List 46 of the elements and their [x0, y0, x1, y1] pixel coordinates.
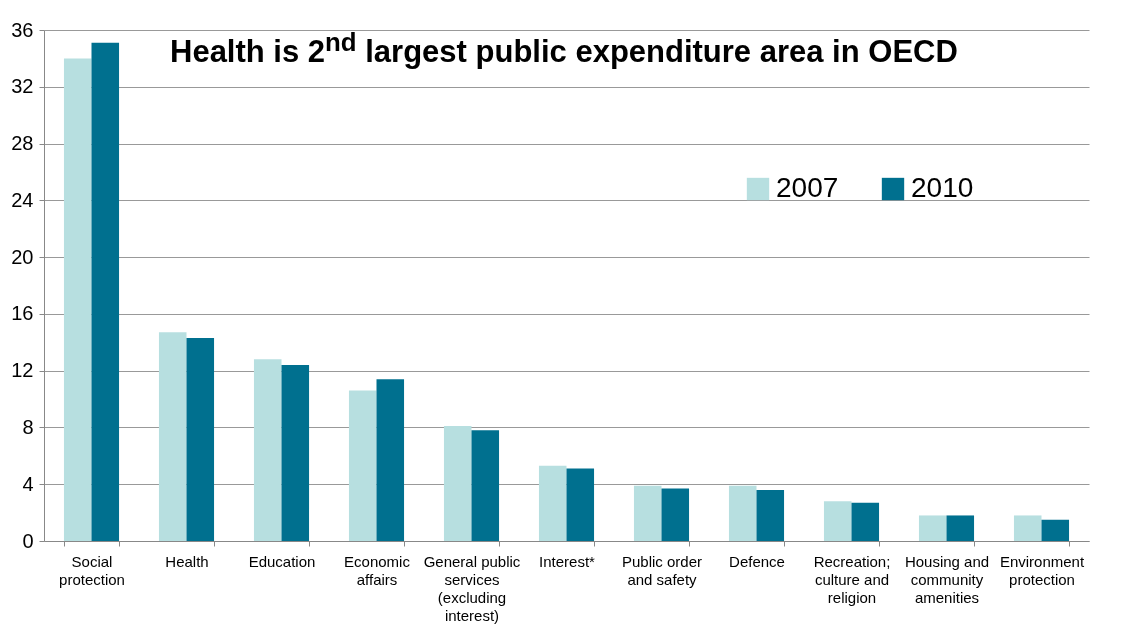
bar [918, 515, 947, 541]
legend-label: 2007 [776, 172, 839, 203]
x-tick-label: Defence [729, 552, 785, 570]
bar [281, 364, 310, 541]
bar [1013, 515, 1042, 541]
bar [538, 465, 567, 541]
y-tick-label: 16 [11, 302, 34, 325]
y-tick-label: 0 [22, 529, 34, 552]
bar [63, 58, 92, 541]
bar [566, 468, 595, 541]
bar [91, 42, 120, 541]
bar [471, 430, 500, 541]
x-tick-label: Education [248, 552, 316, 570]
y-tick-label: 12 [11, 359, 34, 382]
y-tick-label: 32 [11, 75, 34, 98]
bar [851, 502, 880, 541]
bar [348, 390, 377, 541]
bar [946, 515, 975, 541]
y-tick-label: 28 [11, 132, 34, 155]
bar [376, 379, 405, 541]
x-tick-label: Social protection [59, 552, 125, 588]
legend-label: 2010 [911, 172, 974, 203]
y-tick-label: 4 [22, 472, 34, 495]
x-tick-label: Public order and safety [621, 552, 703, 588]
bar [158, 332, 187, 541]
x-tick-label: Housing and community amenities [904, 552, 990, 606]
bar [633, 485, 662, 541]
x-tick-label: Interest* [539, 552, 596, 570]
y-tick-label: 24 [11, 188, 34, 211]
bar [661, 488, 690, 541]
x-tick-label: Economic affairs [344, 552, 411, 588]
bar [728, 485, 757, 541]
y-tick-label: 36 [11, 18, 34, 41]
x-tick-label: General public services (excluding interest) [423, 552, 521, 624]
bar [443, 426, 472, 541]
bar [756, 489, 785, 541]
bar [1041, 519, 1070, 541]
x-tick-label: Recreation; culture and religion [813, 552, 891, 606]
y-tick-label: 8 [22, 415, 34, 438]
chart-title: Health is 2$^{nd}$ largest public expenditure area in OECD [170, 28, 958, 71]
bar [253, 359, 282, 541]
y-tick-label: 20 [11, 245, 34, 268]
x-tick-label: Health [165, 552, 209, 570]
bar [823, 501, 852, 541]
x-tick-label: Environment protection [999, 552, 1085, 588]
bar [186, 338, 215, 541]
